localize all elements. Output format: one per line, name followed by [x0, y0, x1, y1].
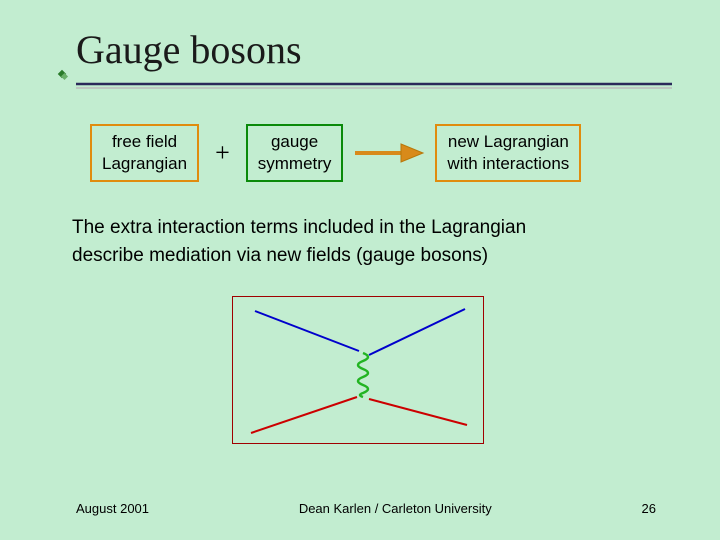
- title-row: Gauge bosons: [76, 26, 680, 73]
- box3-line1: new Lagrangian: [447, 131, 569, 153]
- footer-date: August 2001: [76, 501, 149, 516]
- box3-line2: with interactions: [447, 153, 569, 175]
- title-underline: [76, 82, 672, 90]
- fermion-blue-2: [369, 309, 465, 355]
- body-line2: describe mediation via new fields (gauge…: [72, 242, 670, 270]
- plus-sign: +: [209, 138, 236, 168]
- footer-page-number: 26: [642, 501, 656, 516]
- body-text: The extra interaction terms included in …: [72, 214, 670, 269]
- page-title: Gauge bosons: [76, 26, 680, 73]
- body-line1: The extra interaction terms included in …: [72, 214, 670, 242]
- box1-line1: free field: [102, 131, 187, 153]
- fermion-red-2: [369, 399, 467, 425]
- flow-row: free field Lagrangian + gauge symmetry n…: [90, 124, 680, 182]
- box-gauge-symmetry: gauge symmetry: [246, 124, 344, 182]
- box2-line2: symmetry: [258, 153, 332, 175]
- gauge-boson-wiggle: [358, 353, 368, 397]
- fermion-red-1: [251, 397, 357, 433]
- box-free-field: free field Lagrangian: [90, 124, 199, 182]
- arrow-icon: [353, 138, 425, 168]
- box2-line1: gauge: [258, 131, 332, 153]
- footer-author: Dean Karlen / Carleton University: [299, 501, 492, 516]
- box-new-lagrangian: new Lagrangian with interactions: [435, 124, 581, 182]
- feynman-diagram-box: [232, 296, 484, 444]
- box1-line2: Lagrangian: [102, 153, 187, 175]
- fermion-blue-1: [255, 311, 359, 351]
- footer: August 2001 Dean Karlen / Carleton Unive…: [0, 501, 720, 516]
- bullet-icon: [56, 68, 72, 84]
- slide: Gauge bosons free field Lagrangian + gau…: [0, 0, 720, 540]
- feynman-diagram: [233, 297, 485, 445]
